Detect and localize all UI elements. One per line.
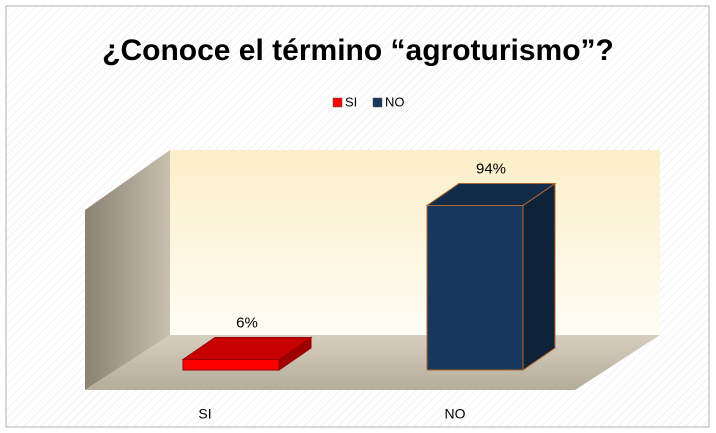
x-tick-label: SI [198, 406, 211, 422]
side-wall [85, 150, 170, 390]
back-wall [170, 150, 660, 335]
legend-label: SI [345, 94, 357, 109]
bar [426, 205, 524, 371]
bar-side [522, 182, 556, 371]
value-label: 94% [476, 160, 506, 177]
bar [182, 359, 280, 371]
legend-swatch [332, 97, 343, 108]
legend-label: NO [385, 94, 405, 109]
floor [85, 335, 660, 390]
legend: SI NO [332, 94, 405, 109]
legend-swatch [372, 97, 383, 108]
chart-title: ¿Conoce el término “agroturismo”? [102, 34, 614, 67]
x-tick-label: NO [445, 406, 466, 422]
value-label: 6% [236, 314, 258, 331]
